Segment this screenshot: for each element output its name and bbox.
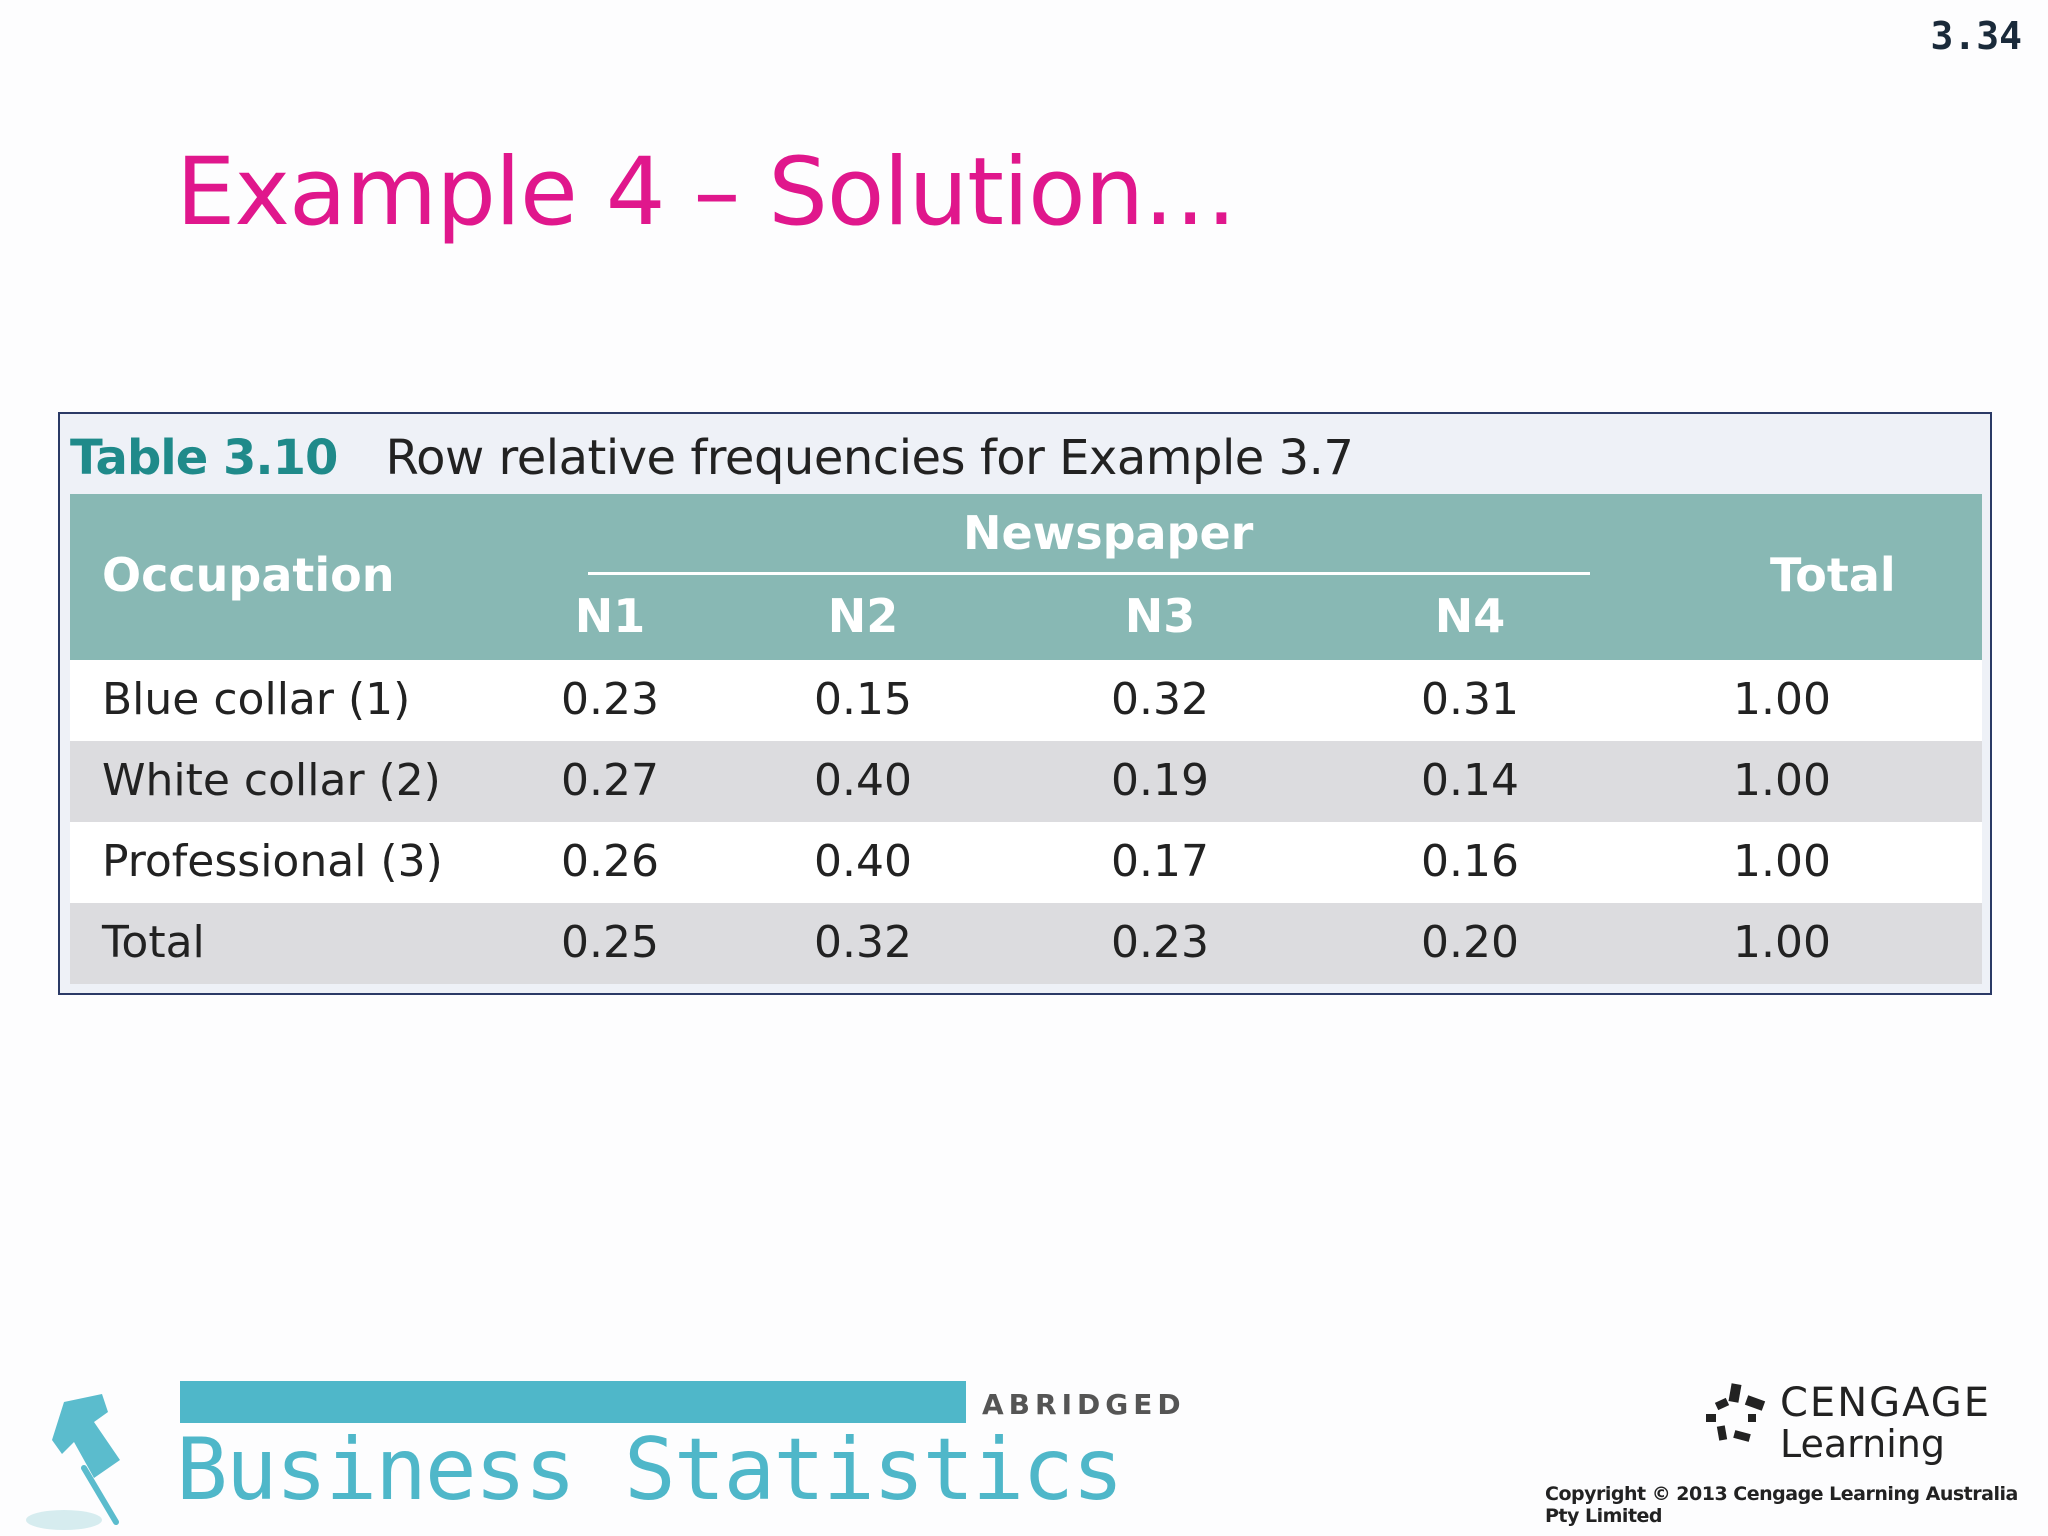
row-label: Professional (3)	[102, 836, 443, 887]
row-label: White collar (2)	[102, 755, 441, 806]
cell-n2: 0.32	[814, 917, 912, 968]
header-newspaper: Newspaper	[963, 506, 1254, 560]
table-body: Occupation Newspaper N1 N2 N3 N4 Total B…	[70, 494, 1982, 984]
table-row-total: Total 0.25 0.32 0.23 0.20 1.00	[70, 903, 1982, 984]
header-occupation: Occupation	[102, 548, 395, 602]
publisher-sub: Learning	[1780, 1422, 1945, 1466]
header-n3: N3	[1124, 589, 1196, 643]
cell-total: 1.00	[1733, 917, 1831, 968]
table-row: White collar (2) 0.27 0.40 0.19 0.14 1.0…	[70, 741, 1982, 822]
book-title: Business Statistics	[176, 1420, 1124, 1520]
cell-n3: 0.17	[1111, 836, 1209, 887]
cell-n1: 0.23	[561, 674, 659, 725]
cell-n3: 0.23	[1111, 917, 1209, 968]
row-label: Blue collar (1)	[102, 674, 411, 725]
cengage-logo-icon	[1706, 1383, 1766, 1442]
cell-n2: 0.15	[814, 674, 912, 725]
cell-n1: 0.25	[561, 917, 659, 968]
header-n2: N2	[827, 589, 899, 643]
cell-n1: 0.26	[561, 836, 659, 887]
cell-n2: 0.40	[814, 836, 912, 887]
table-label: Table 3.10	[70, 430, 338, 486]
table-caption: Table 3.10 Row relative frequencies for …	[70, 418, 1354, 498]
header-rule	[588, 572, 1590, 575]
frequency-table: Table 3.10 Row relative frequencies for …	[58, 412, 1992, 995]
cell-n3: 0.32	[1111, 674, 1209, 725]
header-total: Total	[1770, 548, 1896, 602]
cell-n2: 0.40	[814, 755, 912, 806]
copyright-text: Copyright © 2013 Cengage Learning Austra…	[1545, 1483, 2018, 1527]
publisher-name: CENGAGE	[1780, 1380, 1992, 1426]
cell-total: 1.00	[1733, 755, 1831, 806]
slide-title: Example 4 – Solution…	[176, 138, 1237, 247]
book-edition: ABRIDGED	[982, 1388, 1186, 1421]
pushpin-icon	[26, 1394, 120, 1530]
table-header: Occupation Newspaper N1 N2 N3 N4 Total	[70, 494, 1982, 660]
cell-total: 1.00	[1733, 836, 1831, 887]
cell-n4: 0.20	[1421, 917, 1519, 968]
cell-n1: 0.27	[561, 755, 659, 806]
header-n4: N4	[1434, 589, 1506, 643]
table-row: Blue collar (1) 0.23 0.15 0.32 0.31 1.00	[70, 660, 1982, 741]
table-caption-text: Row relative frequencies for Example 3.7	[385, 430, 1354, 486]
cell-total: 1.00	[1733, 674, 1831, 725]
slide-number: 3.34	[1930, 14, 2022, 58]
table-row: Professional (3) 0.26 0.40 0.17 0.16 1.0…	[70, 822, 1982, 903]
cell-n3: 0.19	[1111, 755, 1209, 806]
cell-n4: 0.16	[1421, 836, 1519, 887]
header-n1: N1	[574, 589, 646, 643]
cell-n4: 0.31	[1421, 674, 1519, 725]
row-label: Total	[102, 917, 205, 968]
book-banner-bar	[180, 1381, 966, 1423]
cell-n4: 0.14	[1421, 755, 1519, 806]
